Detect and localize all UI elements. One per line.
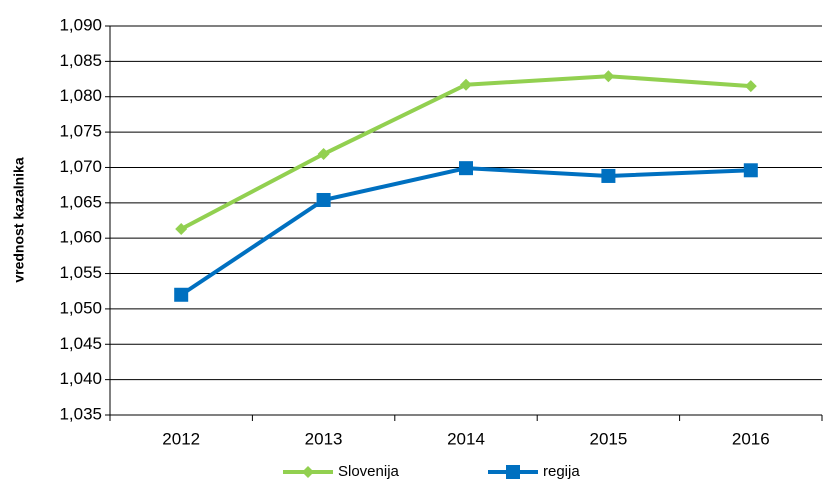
y-tick-label: 1,060 bbox=[59, 228, 102, 247]
y-tick-label: 1,065 bbox=[59, 192, 102, 211]
point bbox=[601, 168, 616, 183]
x-tick-label: 2016 bbox=[732, 429, 770, 448]
point bbox=[602, 70, 615, 83]
y-tick-label: 1,035 bbox=[59, 404, 102, 423]
y-tick-label: 1,045 bbox=[59, 334, 102, 353]
y-axis-title: vrednost kazalnika bbox=[11, 157, 27, 282]
point bbox=[317, 148, 330, 161]
y-tick-label: 1,055 bbox=[59, 263, 102, 282]
y-tick-label: 1,090 bbox=[59, 15, 102, 34]
series-line bbox=[180, 74, 751, 231]
y-tick-label: 1,050 bbox=[59, 298, 102, 317]
x-tick-label: 2014 bbox=[447, 429, 485, 448]
point bbox=[743, 163, 758, 178]
point bbox=[506, 465, 520, 479]
point bbox=[302, 466, 314, 478]
point bbox=[316, 192, 331, 207]
series-line bbox=[180, 166, 751, 297]
point bbox=[174, 287, 189, 302]
legend-label: regija bbox=[543, 463, 580, 480]
y-tick-label: 1,085 bbox=[59, 51, 102, 70]
point bbox=[460, 78, 472, 91]
y-tick-label: 1,075 bbox=[59, 122, 102, 141]
point bbox=[175, 222, 188, 235]
legend-label: Slovenija bbox=[338, 463, 400, 480]
y-tick-label: 1,080 bbox=[59, 86, 102, 105]
x-tick-label: 2012 bbox=[162, 429, 200, 448]
point bbox=[744, 80, 757, 93]
x-tick-label: 2013 bbox=[305, 429, 343, 448]
point bbox=[459, 161, 473, 176]
y-tick-label: 1,070 bbox=[59, 157, 102, 176]
y-tick-label: 1,040 bbox=[59, 369, 102, 388]
x-tick-label: 2015 bbox=[589, 429, 627, 448]
